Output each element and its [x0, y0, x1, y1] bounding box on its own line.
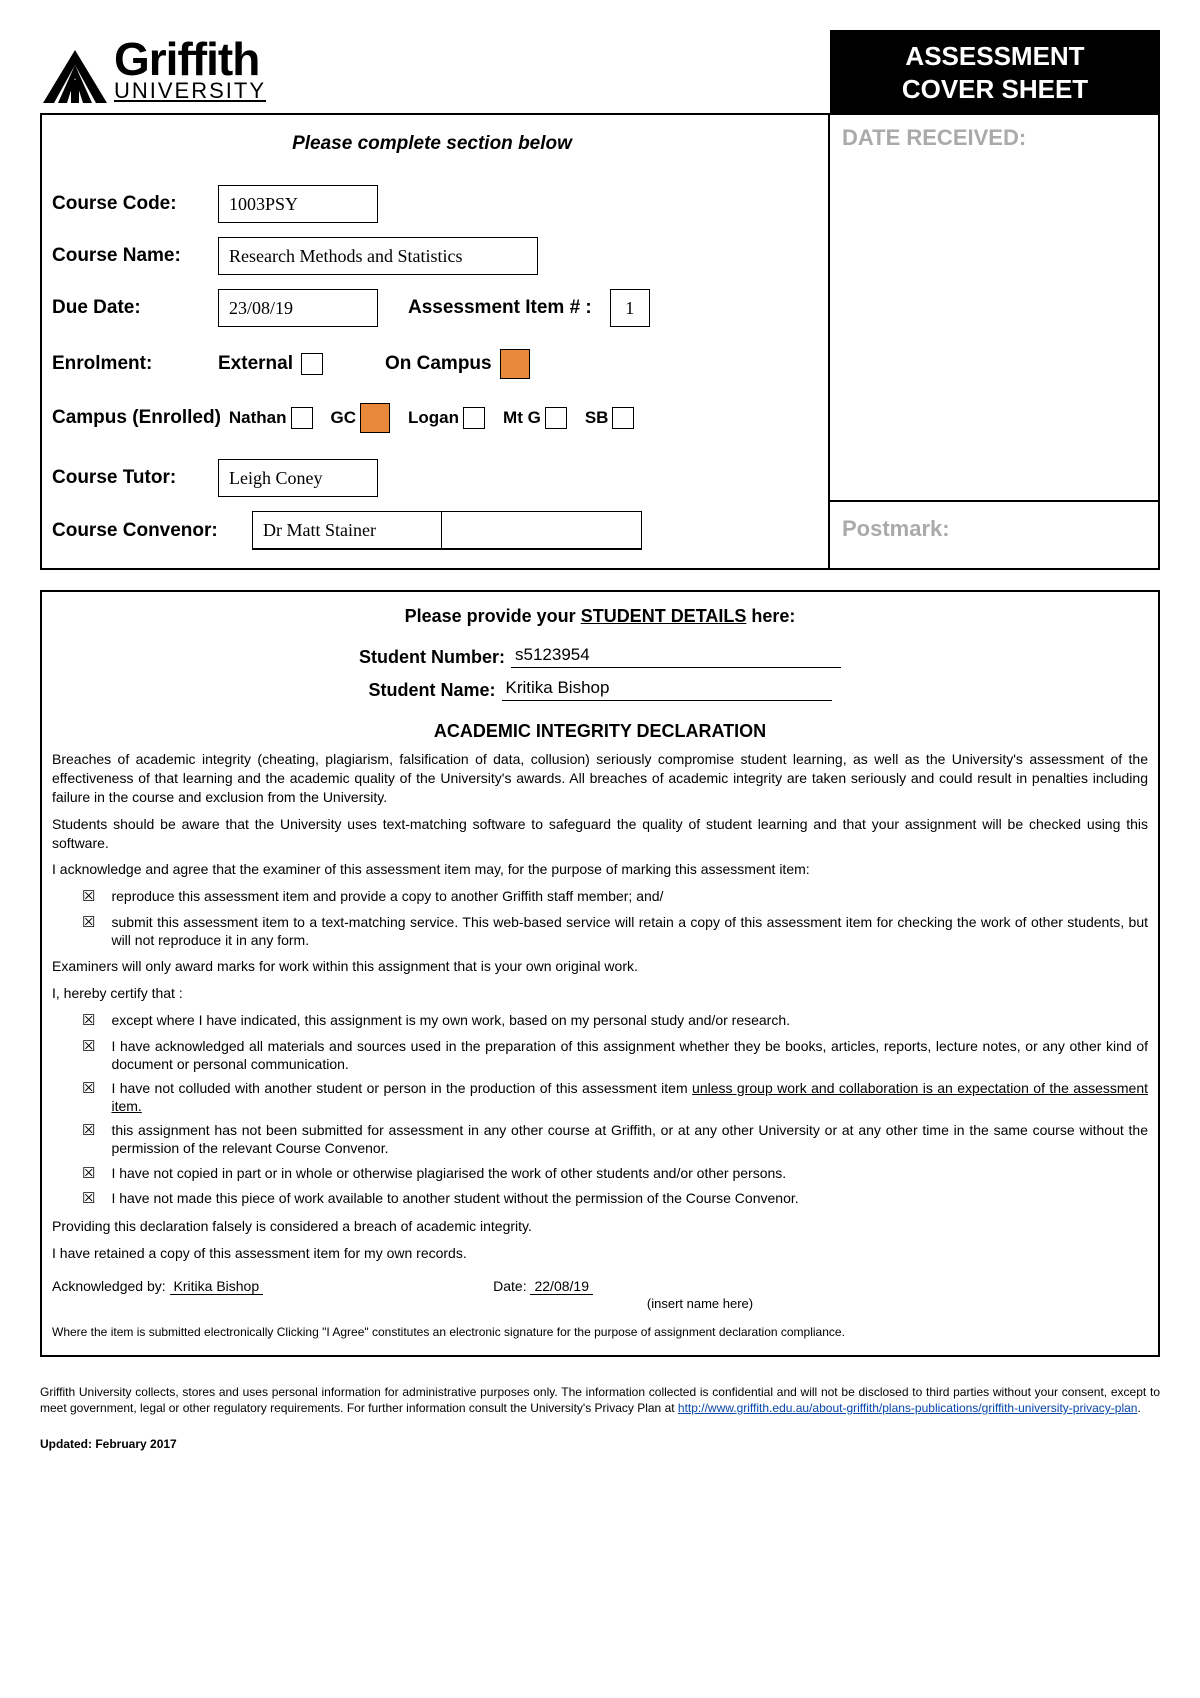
ack-name-input[interactable]: Kritika Bishop	[170, 1278, 264, 1295]
list-item: ☒ I have acknowledged all materials and s…	[82, 1037, 1148, 1073]
campus-label: Campus (Enrolled)	[52, 407, 221, 429]
checked-box-icon: ☒	[82, 1189, 95, 1209]
date-received-label: DATE RECEIVED:	[830, 115, 1158, 500]
list-item: ☒ reproduce this assessment item and prov…	[82, 887, 1148, 907]
sd-title-ul: STUDENT DETAILS	[581, 606, 747, 626]
griffith-logo-icon	[40, 35, 110, 105]
section-instruction: Please complete section below	[52, 133, 812, 155]
tutor-label: Course Tutor:	[52, 467, 218, 489]
list-item-text: submit this assessment item to a text-ma…	[111, 913, 1148, 949]
due-date-label: Due Date:	[52, 297, 218, 319]
enrolment-label: Enrolment:	[52, 353, 212, 375]
campus-sb-checkbox[interactable]	[612, 407, 634, 429]
title-banner: ASSESSMENT COVER SHEET	[830, 30, 1160, 115]
checked-box-icon: ☒	[82, 1121, 95, 1157]
list-item-text: except where I have indicated, this assi…	[111, 1011, 790, 1031]
student-number-label: Student Number:	[359, 647, 505, 668]
convenor-input-extra[interactable]	[442, 511, 642, 549]
enrolment-external-label: External	[218, 353, 293, 375]
title-line2: COVER SHEET	[856, 73, 1134, 106]
list-item-text: I have not copied in part or in whole or…	[111, 1164, 786, 1184]
convenor-input[interactable]: Dr Matt Stainer	[252, 511, 442, 549]
electronic-signature-footnote: Where the item is submitted electronical…	[52, 1325, 1148, 1339]
convenor-label: Course Convenor:	[52, 520, 252, 542]
campus-mtg-label: Mt G	[503, 408, 541, 428]
checked-box-icon: ☒	[82, 1011, 95, 1031]
list-item-text: reproduce this assessment item and provi…	[111, 887, 663, 907]
ack-date-label: Date:	[493, 1278, 526, 1294]
course-name-input[interactable]: Research Methods and Statistics	[218, 237, 538, 275]
student-number-input[interactable]: s5123954	[511, 645, 841, 668]
brand-name: Griffith	[114, 39, 266, 80]
campus-gc-label: GC	[331, 408, 357, 428]
integrity-p6: Providing this declaration falsely is co…	[52, 1217, 1148, 1236]
campus-nathan-label: Nathan	[229, 408, 287, 428]
enrolment-external-checkbox[interactable]	[301, 353, 323, 375]
due-date-input[interactable]: 23/08/19	[218, 289, 378, 327]
integrity-p5: I, hereby certify that :	[52, 984, 1148, 1003]
list-item-text: this assignment has not been submitted f…	[111, 1121, 1148, 1157]
checked-box-icon: ☒	[82, 887, 95, 907]
privacy-statement: Griffith University collects, stores and…	[40, 1385, 1160, 1416]
privacy-suffix: .	[1137, 1401, 1140, 1415]
postmark-label: Postmark:	[830, 500, 1158, 568]
campus-sb-label: SB	[585, 408, 609, 428]
campus-logan-label: Logan	[408, 408, 459, 428]
integrity-p7: I have retained a copy of this assessmen…	[52, 1244, 1148, 1263]
list-item: ☒ I have not copied in part or in whole o…	[82, 1164, 1148, 1184]
ack-date-input[interactable]: 22/08/19	[530, 1278, 593, 1295]
course-code-input[interactable]: 1003PSY	[218, 185, 378, 223]
student-name-input[interactable]: Kritika Bishop	[502, 678, 832, 701]
list-item: ☒ I have not colluded with another studen…	[82, 1079, 1148, 1115]
brand-subname: UNIVERSITY	[114, 81, 266, 101]
list-item-text: I have not colluded with another student…	[111, 1079, 1148, 1115]
list-item: ☒ this assignment has not been submitted …	[82, 1121, 1148, 1157]
logo: Griffith UNIVERSITY	[40, 30, 266, 110]
list-item-text: I have acknowledged all materials and so…	[111, 1037, 1148, 1073]
student-details-title: Please provide your STUDENT DETAILS here…	[52, 606, 1148, 627]
sd-title-post: here:	[746, 606, 795, 626]
privacy-link[interactable]: http://www.griffith.edu.au/about-griffit…	[678, 1401, 1138, 1415]
integrity-p2: Students should be aware that the Univer…	[52, 815, 1148, 853]
integrity-p4: Examiners will only award marks for work…	[52, 957, 1148, 976]
enrolment-oncampus-checkbox[interactable]	[500, 349, 530, 379]
tutor-input[interactable]: Leigh Coney	[218, 459, 378, 497]
integrity-list2: ☒ except where I have indicated, this ass…	[52, 1011, 1148, 1209]
course-code-label: Course Code:	[52, 193, 218, 215]
header: Griffith UNIVERSITY ASSESSMENT COVER SHE…	[40, 30, 1160, 115]
assessment-item-label: Assessment Item # :	[408, 297, 592, 319]
campus-mtg-checkbox[interactable]	[545, 407, 567, 429]
checked-box-icon: ☒	[82, 1079, 95, 1115]
updated-date: Updated: February 2017	[40, 1437, 1160, 1451]
list-item: ☒ except where I have indicated, this ass…	[82, 1011, 1148, 1031]
checked-box-icon: ☒	[82, 1164, 95, 1184]
course-form: Please complete section below Course Cod…	[42, 115, 828, 568]
sd-title-pre: Please provide your	[405, 606, 581, 626]
ack-label: Acknowledged by:	[52, 1278, 166, 1294]
integrity-title: ACADEMIC INTEGRITY DECLARATION	[52, 721, 1148, 742]
campus-gc-checkbox[interactable]	[360, 403, 390, 433]
checked-box-icon: ☒	[82, 1037, 95, 1073]
assessment-item-input[interactable]: 1	[610, 289, 650, 327]
checked-box-icon: ☒	[82, 913, 95, 949]
integrity-list1: ☒ reproduce this assessment item and prov…	[52, 887, 1148, 949]
campus-logan-checkbox[interactable]	[463, 407, 485, 429]
course-name-label: Course Name:	[52, 245, 218, 267]
list-item: ☒ I have not made this piece of work avai…	[82, 1189, 1148, 1209]
list-item-text: I have not made this piece of work avail…	[111, 1189, 798, 1209]
student-integrity-section: Please provide your STUDENT DETAILS here…	[40, 590, 1160, 1357]
list-item: ☒ submit this assessment item to a text-m…	[82, 913, 1148, 949]
enrolment-oncampus-label: On Campus	[385, 353, 492, 375]
title-line1: ASSESSMENT	[856, 40, 1134, 73]
stamp-panel: DATE RECEIVED: Postmark:	[828, 115, 1158, 568]
course-section: Please complete section below Course Cod…	[40, 113, 1160, 570]
campus-nathan-checkbox[interactable]	[291, 407, 313, 429]
integrity-p1: Breaches of academic integrity (cheating…	[52, 750, 1148, 807]
integrity-p3: I acknowledge and agree that the examine…	[52, 860, 1148, 879]
ack-insert-hint: (insert name here)	[252, 1296, 1148, 1311]
student-name-label: Student Name:	[368, 680, 495, 701]
